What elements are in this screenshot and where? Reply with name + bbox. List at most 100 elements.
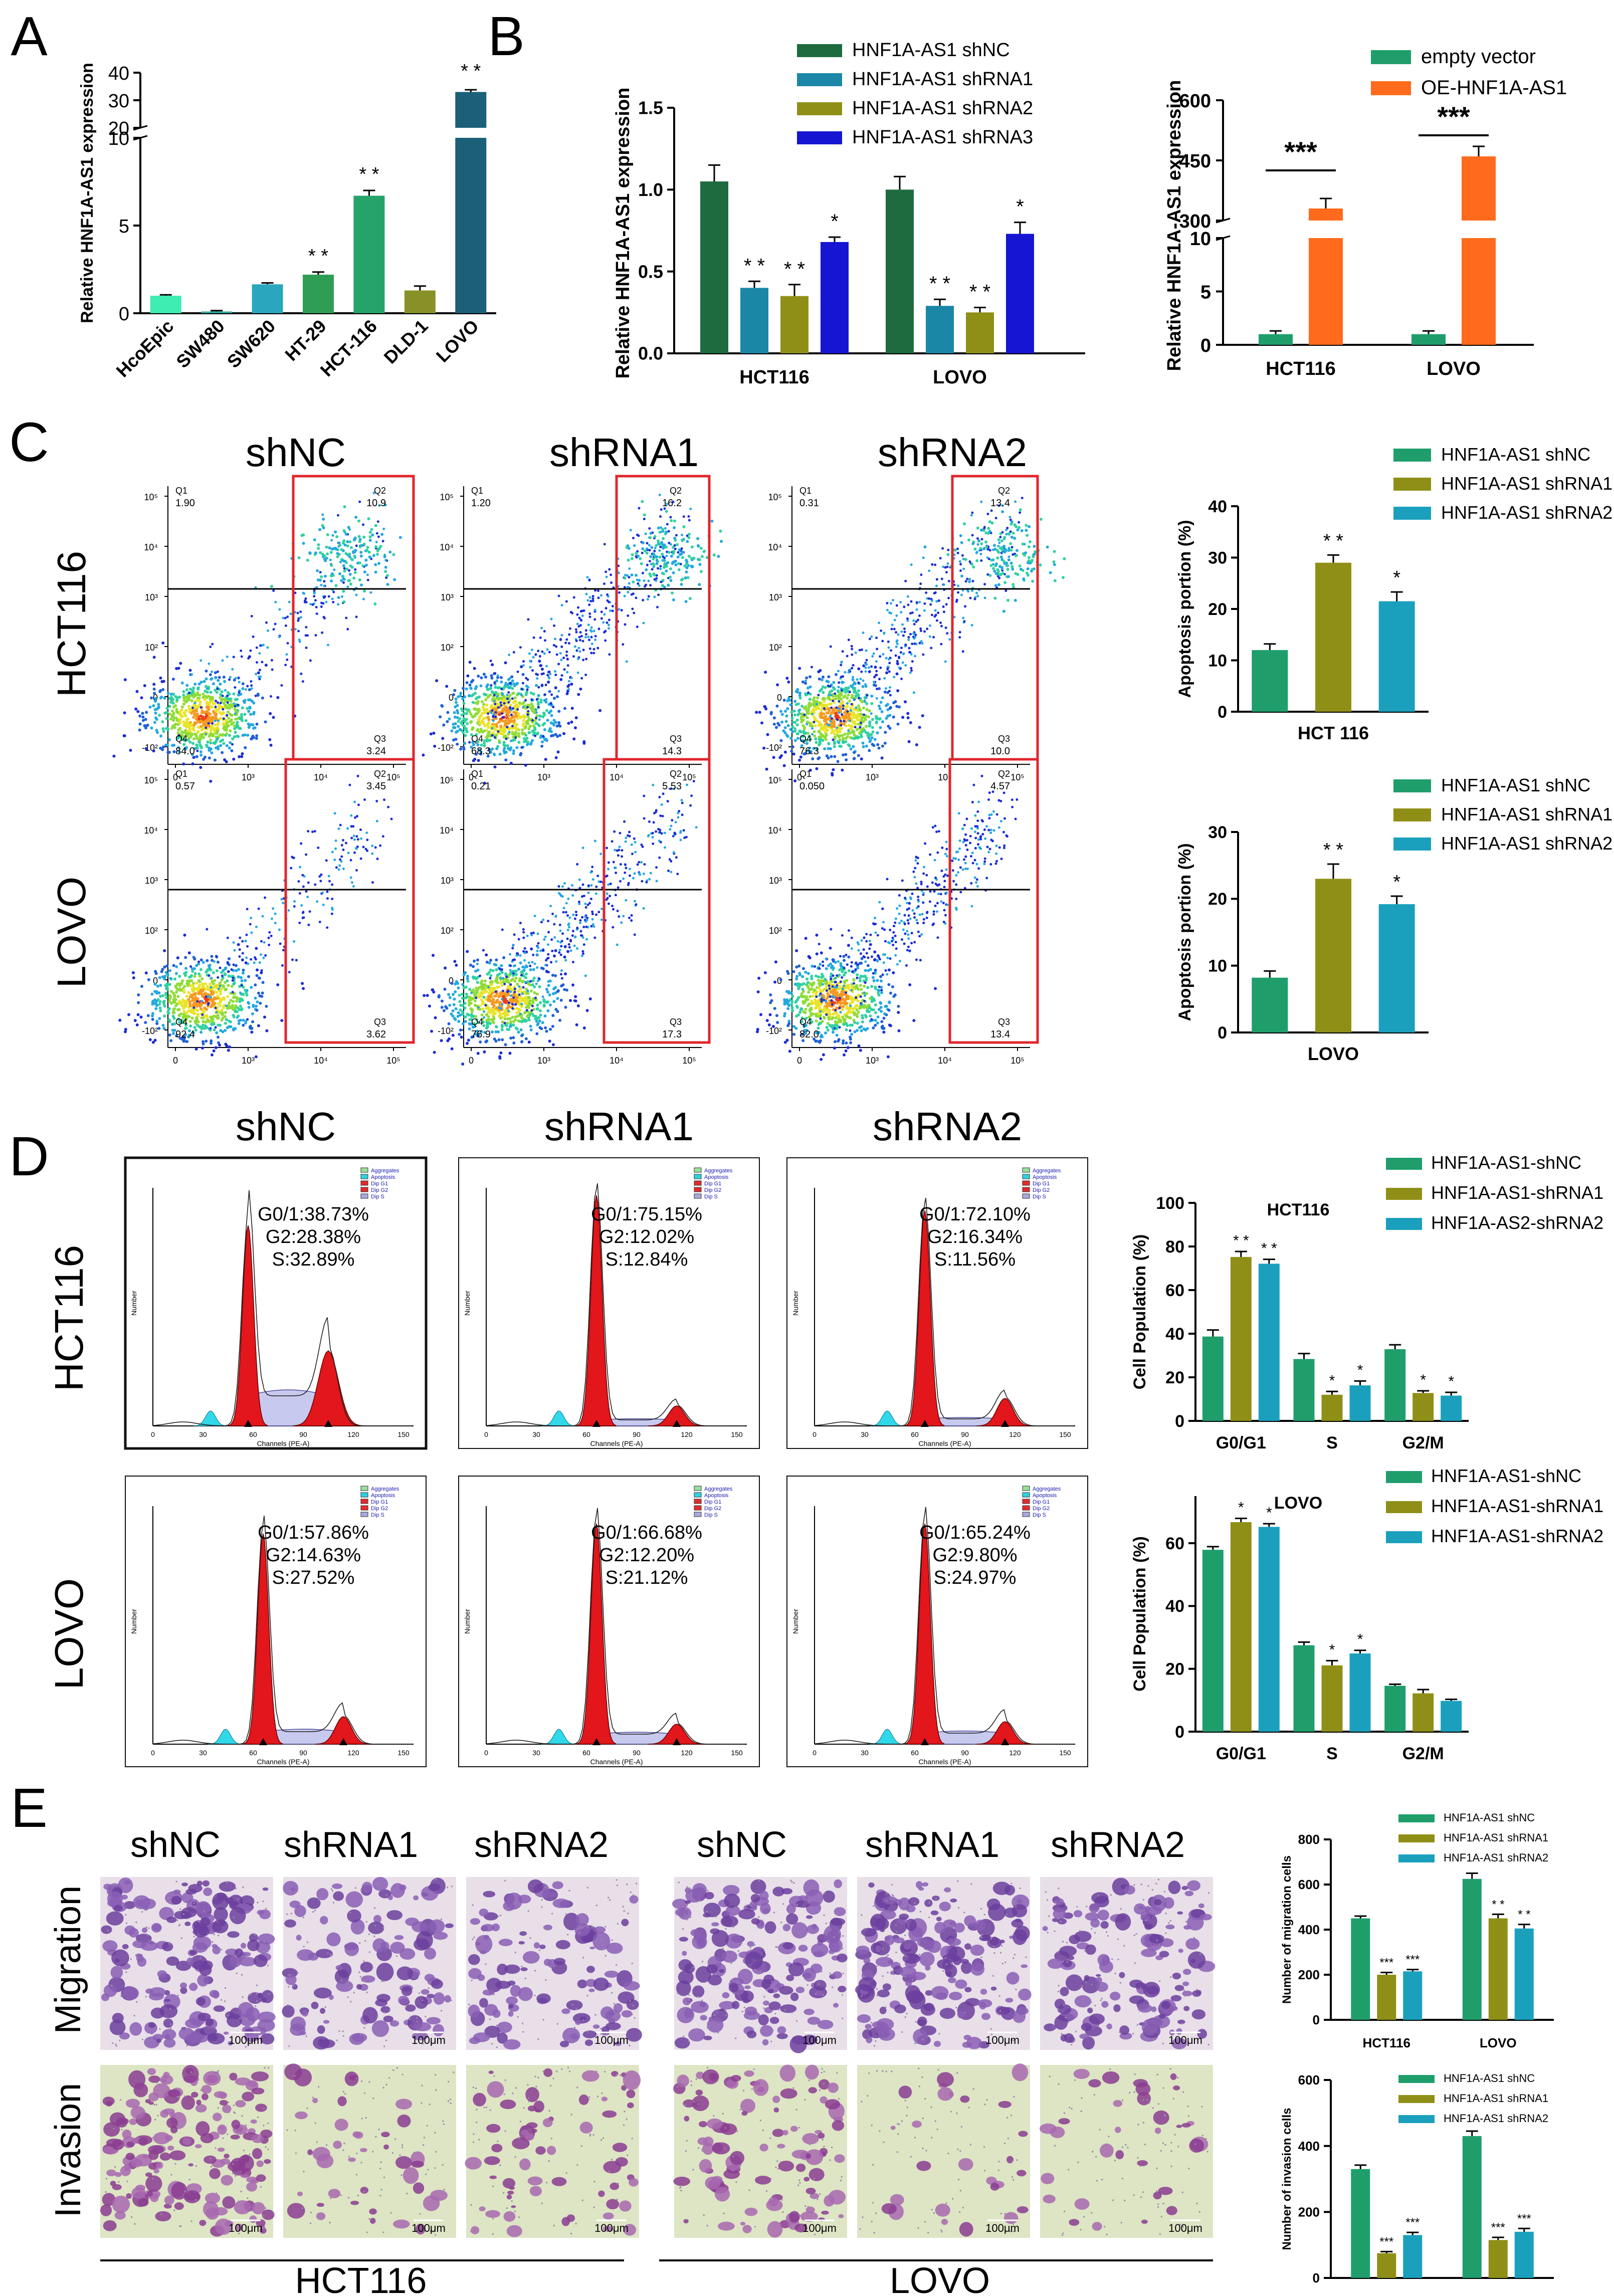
panelC-event-dot bbox=[652, 562, 655, 565]
panelC-event-dot bbox=[376, 858, 379, 861]
panelC-event-dot bbox=[1019, 508, 1022, 512]
panelB2-legend-entry: empty vector bbox=[1421, 46, 1536, 68]
panelC-event-dot bbox=[529, 724, 532, 728]
panelC-x-tick-label: 10⁵ bbox=[682, 772, 696, 782]
panelC-event-dot bbox=[342, 849, 345, 852]
panelC-event-dot bbox=[909, 633, 912, 636]
panelC-event-dot bbox=[564, 642, 567, 645]
panelC-event-dot bbox=[216, 1013, 220, 1017]
panelC-event-dot bbox=[1014, 598, 1017, 602]
panelA-bar-SW480 bbox=[201, 311, 233, 313]
panelC-event-dot bbox=[304, 597, 307, 600]
panelC-event-dot bbox=[548, 677, 551, 680]
panelC-event-dot bbox=[469, 712, 473, 716]
panelC-event-dot bbox=[243, 713, 247, 716]
panelC-event-dot bbox=[822, 712, 826, 716]
panelC-event-dot bbox=[284, 664, 287, 667]
panelC-event-dot bbox=[852, 683, 855, 686]
panelC-event-dot bbox=[898, 666, 901, 669]
panelC-event-dot bbox=[1004, 549, 1007, 553]
panelC-event-dot bbox=[567, 642, 570, 645]
panelC-event-dot bbox=[172, 750, 176, 753]
panelC-event-dot bbox=[592, 630, 595, 633]
panelC-event-dot bbox=[838, 711, 841, 714]
panelC-event-dot bbox=[920, 573, 923, 576]
panelA-significance: * * bbox=[359, 164, 379, 185]
panelC-event-dot bbox=[374, 524, 377, 527]
panelC-event-dot bbox=[540, 740, 544, 744]
panelC-event-dot bbox=[173, 1007, 176, 1010]
panelC-event-dot bbox=[353, 851, 356, 854]
panelC-event-dot bbox=[368, 531, 372, 534]
panelC-event-dot bbox=[971, 580, 974, 583]
panelC-event-dot bbox=[839, 745, 843, 748]
panelC-event-dot bbox=[846, 696, 849, 700]
panelC-event-dot bbox=[246, 685, 249, 688]
panelC-event-dot bbox=[865, 725, 868, 728]
panelC-event-dot bbox=[284, 616, 287, 619]
panelC-event-dot bbox=[291, 856, 294, 859]
panelC-event-dot bbox=[842, 704, 845, 707]
panelC-event-dot bbox=[305, 853, 308, 856]
panelC-event-dot bbox=[565, 638, 568, 641]
panelC-event-dot bbox=[994, 517, 997, 520]
panelC-event-dot bbox=[666, 523, 669, 526]
panelC-event-dot bbox=[584, 629, 587, 632]
panelC-event-dot bbox=[956, 584, 959, 587]
panelC-event-dot bbox=[258, 994, 262, 998]
panelC-event-dot bbox=[893, 676, 896, 679]
panelC-event-dot bbox=[167, 1007, 171, 1010]
panelC-event-dot bbox=[137, 993, 140, 996]
panelC-event-dot bbox=[588, 647, 591, 650]
panelC-event-dot bbox=[627, 590, 630, 593]
panelC-event-dot bbox=[199, 1002, 203, 1005]
panelC-event-dot bbox=[513, 719, 516, 722]
panelC-event-dot bbox=[645, 551, 649, 555]
panelC-event-dot bbox=[1015, 525, 1018, 528]
panelC-event-dot bbox=[196, 693, 199, 696]
panelC-event-dot bbox=[785, 714, 788, 718]
panelC-event-dot bbox=[876, 731, 879, 735]
panelC-event-dot bbox=[928, 624, 931, 627]
panelC-event-dot bbox=[374, 570, 377, 574]
panelC-event-dot bbox=[144, 726, 147, 730]
panelC-event-dot bbox=[863, 713, 866, 716]
panelC-event-dot bbox=[673, 544, 676, 547]
panelC-event-dot bbox=[265, 621, 268, 624]
panelC-event-dot bbox=[209, 738, 213, 742]
panelC-event-dot bbox=[1021, 542, 1025, 546]
panelC-event-dot bbox=[915, 601, 918, 604]
panelC-event-dot bbox=[244, 940, 247, 943]
panelC-event-dot bbox=[538, 660, 541, 663]
panelC-event-dot bbox=[358, 500, 361, 503]
panelC-event-dot bbox=[444, 966, 447, 970]
panelC-event-dot bbox=[433, 744, 437, 748]
panelC-event-dot bbox=[979, 552, 982, 555]
panelC-event-dot bbox=[143, 684, 146, 687]
panelC-event-dot bbox=[227, 1019, 231, 1023]
panelC-event-dot bbox=[1015, 549, 1019, 552]
panelC-event-dot bbox=[178, 988, 182, 992]
panelC-event-dot bbox=[293, 900, 296, 903]
panelC-event-dot bbox=[175, 696, 179, 699]
panelC-event-dot bbox=[153, 700, 157, 703]
panelC-event-dot bbox=[158, 690, 162, 693]
panelC-event-dot bbox=[525, 691, 528, 695]
panelC-event-dot bbox=[822, 696, 826, 700]
panelC-event-dot bbox=[379, 545, 382, 548]
panelC-event-dot bbox=[588, 579, 591, 582]
panelC-event-dot bbox=[1002, 609, 1005, 613]
panelC-event-dot bbox=[534, 708, 537, 711]
panelC-event-dot bbox=[958, 636, 961, 639]
panelC-x-tick-label: 10⁵ bbox=[1011, 772, 1024, 782]
panelC-event-dot bbox=[168, 712, 172, 716]
panelC-event-dot bbox=[482, 703, 486, 706]
panelC-event-dot bbox=[565, 600, 568, 603]
panelC-event-dot bbox=[230, 749, 234, 752]
panelC-event-dot bbox=[166, 988, 169, 991]
panelC-event-dot bbox=[276, 696, 280, 699]
panelC-event-dot bbox=[137, 1001, 140, 1004]
panelC-event-dot bbox=[270, 584, 274, 588]
panelC-event-dot bbox=[896, 643, 899, 646]
panelC-event-dot bbox=[195, 715, 198, 719]
